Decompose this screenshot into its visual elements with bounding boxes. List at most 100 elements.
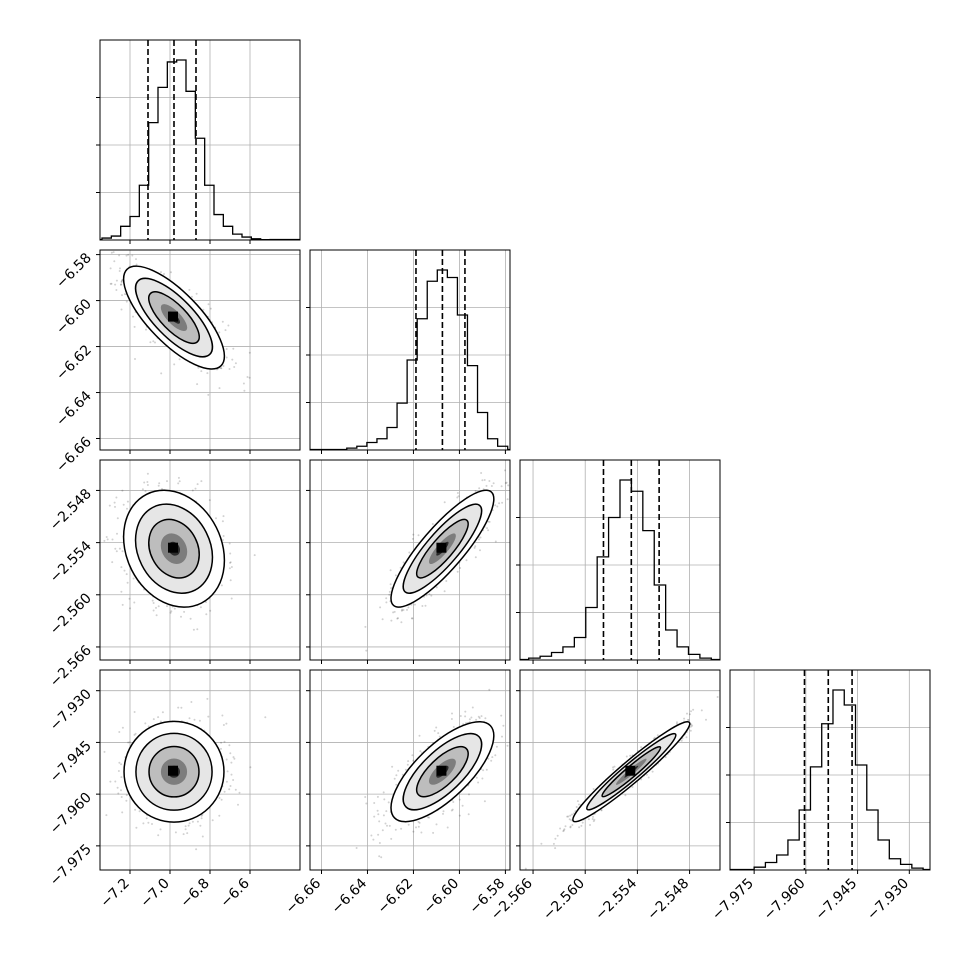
scatter-point <box>147 821 150 824</box>
scatter-point <box>200 817 203 820</box>
y-tick-label: −2.560 <box>47 590 95 638</box>
scatter-point <box>488 520 491 523</box>
scatter-point <box>656 734 659 737</box>
scatter-point <box>700 709 703 712</box>
scatter-point <box>222 724 225 726</box>
scatter-point <box>106 538 109 541</box>
scatter-point <box>195 292 198 295</box>
scatter-point <box>115 550 118 553</box>
scatter-point <box>248 351 251 354</box>
scatter-point <box>115 279 118 282</box>
scatter-point <box>412 759 415 762</box>
scatter-point <box>114 547 117 550</box>
scatter-point <box>687 719 690 722</box>
scatter-point <box>419 750 422 753</box>
scatter-point <box>571 824 574 826</box>
plot-root: −7.975 −7.960 −7.945 −7.930−6.66−6.64−6.62−… <box>47 39 931 924</box>
scatter-point <box>495 745 498 748</box>
scatter-point <box>502 724 505 727</box>
scatter-point <box>378 855 381 858</box>
scatter-point <box>501 501 504 504</box>
scatter-point <box>230 761 233 764</box>
scatter-point <box>464 715 467 718</box>
x-tick-label: −7.0 <box>137 876 172 911</box>
scatter-point <box>221 539 224 541</box>
scatter-point <box>207 715 210 718</box>
scatter-point <box>474 556 477 559</box>
scatter-point <box>109 267 112 270</box>
scatter-point <box>132 315 134 318</box>
scatter-point <box>592 815 594 818</box>
scatter-point <box>189 617 192 620</box>
scatter-point <box>225 348 228 350</box>
scatter-point <box>184 825 187 828</box>
density-peak <box>168 311 178 322</box>
scatter-point <box>494 754 497 757</box>
scatter-point <box>480 472 483 474</box>
scatter-point <box>113 260 116 263</box>
scatter-point <box>215 517 217 520</box>
scatter-point <box>195 848 198 851</box>
scatter-point <box>355 847 358 849</box>
scatter-point <box>220 741 223 744</box>
scatter-point <box>381 618 384 621</box>
scatter-point <box>126 507 128 510</box>
scatter-point <box>578 826 581 829</box>
scatter-point <box>129 607 131 610</box>
scatter-point <box>384 822 387 825</box>
scatter-point <box>564 825 567 828</box>
scatter-point <box>675 722 678 725</box>
scatter-point <box>228 567 231 570</box>
scatter-point <box>229 561 231 564</box>
scatter-point <box>246 376 249 378</box>
contour-line <box>586 732 677 811</box>
scatter-point <box>395 774 398 777</box>
scatter-point <box>228 788 231 791</box>
scatter-point <box>180 706 183 709</box>
scatter-point <box>562 829 565 832</box>
scatter-point <box>120 280 123 283</box>
histogram-series <box>100 59 300 241</box>
scatter-point <box>501 735 503 738</box>
scatter-point <box>490 485 493 487</box>
scatter-point <box>458 798 461 801</box>
axes-frame <box>309 249 511 451</box>
y-tick-label: −6.60 <box>53 296 95 338</box>
scatter-point <box>224 329 227 332</box>
x-tick-label: −7.930 <box>864 876 912 924</box>
scatter-point <box>126 500 129 503</box>
scatter-point <box>220 747 222 750</box>
scatter-point <box>109 780 112 783</box>
scatter-point <box>196 483 199 486</box>
scatter-point <box>443 501 446 504</box>
scatter-point <box>190 295 193 298</box>
scatter-point <box>645 773 648 776</box>
scatter-point <box>197 366 200 369</box>
scatter-point <box>116 786 119 789</box>
scatter-point <box>158 482 161 485</box>
scatter-point <box>435 726 438 729</box>
scatter-point <box>484 717 487 720</box>
density-panel-2-3: −2.566 −2.560 −2.554 −2.548 <box>488 669 721 923</box>
scatter-point <box>450 809 453 812</box>
scatter-point <box>580 824 583 827</box>
scatter-point <box>381 829 384 832</box>
scatter-point <box>506 744 509 747</box>
scatter-point <box>119 283 122 286</box>
scatter-point <box>488 480 491 482</box>
scatter-point <box>554 847 557 850</box>
scatter-point <box>116 517 119 520</box>
scatter-point <box>389 583 392 586</box>
scatter-point <box>467 813 470 816</box>
contour-line <box>122 489 226 608</box>
scatter-point <box>231 358 234 361</box>
scatter-point <box>187 824 190 827</box>
scatter-point <box>412 533 415 536</box>
scatter-point <box>202 308 205 311</box>
scatter-point <box>238 791 241 794</box>
scatter-point <box>125 573 128 576</box>
scatter-point <box>452 801 455 803</box>
scatter-point <box>138 810 141 813</box>
scatter-point <box>411 754 414 757</box>
scatter-point <box>103 539 106 542</box>
